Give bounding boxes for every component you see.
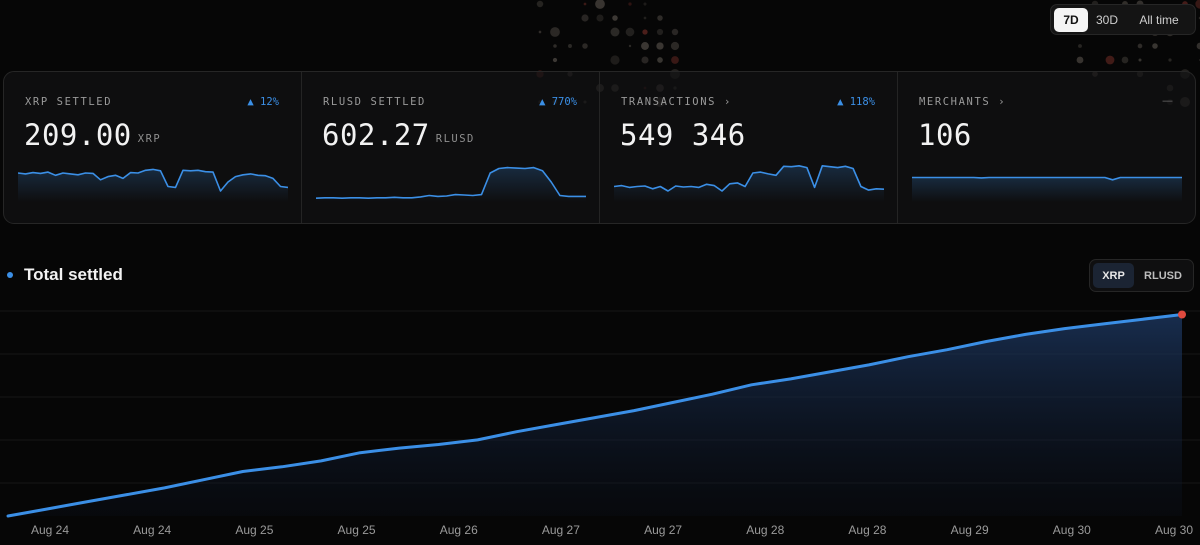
pattern-dot [536, 0, 544, 8]
sparkline-line [614, 165, 884, 192]
pattern-dot [628, 2, 632, 6]
sparkline-area [614, 165, 884, 202]
card-value: 549 346 [620, 118, 746, 152]
merchants-card[interactable]: MERCHANTS › — 106 [898, 72, 1195, 223]
pattern-dot [1138, 58, 1142, 62]
range-30d-button[interactable]: 30D [1095, 12, 1118, 27]
pattern-dot [628, 44, 632, 48]
x-tick-label: Aug 27 [542, 523, 580, 537]
sparkline-area [316, 167, 586, 202]
x-tick-label: Aug 26 [440, 523, 478, 537]
pattern-dot [1105, 55, 1115, 65]
card-unit: RLUSD [435, 133, 475, 145]
pattern-dot [550, 27, 560, 37]
pattern-dot [582, 43, 588, 49]
card-value: 602.27 RLUSD [322, 118, 475, 152]
pattern-dot [671, 56, 679, 64]
pattern-dot [656, 42, 664, 50]
pattern-dot [1076, 56, 1084, 64]
x-tick-label: Aug 24 [31, 523, 69, 537]
card-label: TRANSACTIONS › [621, 96, 732, 108]
stats-panel: XRP SETTLED ▲ 12% 209.00 XRP RLUSD SETTLE… [3, 71, 1196, 224]
pattern-dot [568, 44, 572, 48]
sparkline-area [912, 177, 1182, 202]
pattern-dot [1168, 58, 1172, 62]
asset-toggle: XRP RLUSD [1089, 259, 1194, 292]
x-tick-label: Aug 27 [644, 523, 682, 537]
card-label: RLUSD SETTLED [323, 96, 426, 108]
card-value: 106 [918, 118, 972, 152]
sparkline [18, 168, 288, 202]
chart-title: Total settled [24, 265, 123, 284]
pattern-dot [643, 16, 647, 20]
sparkline-line [316, 166, 586, 199]
pattern-dot [642, 29, 648, 35]
change-badge: ▲ 118% [837, 96, 875, 108]
sparkline [316, 166, 586, 202]
pattern-dot [552, 57, 558, 63]
card-unit: XRP [137, 133, 162, 145]
pattern-dot [1137, 43, 1143, 49]
sparkline-line [18, 168, 288, 192]
end-marker [1178, 310, 1186, 319]
pattern-dot [595, 0, 605, 9]
pattern-dot [538, 30, 542, 34]
sparkline [614, 165, 884, 202]
x-tick-label: Aug 28 [746, 523, 784, 537]
asset-rlusd-button[interactable]: RLUSD [1144, 269, 1182, 282]
pattern-dot [553, 44, 557, 48]
sparkline [912, 176, 1182, 202]
pattern-dot [641, 42, 649, 50]
xrp-settled-card: XRP SETTLED ▲ 12% 209.00 XRP [4, 72, 302, 223]
pattern-dot [583, 2, 587, 6]
pattern-dot [656, 28, 664, 36]
series-area [8, 314, 1182, 516]
pattern-dot [1152, 43, 1158, 49]
pattern-dot [670, 41, 680, 51]
pattern-dot [641, 56, 649, 64]
pattern-dot [596, 14, 604, 22]
card-value: 209.00 XRP [24, 118, 162, 152]
sparkline-area [18, 169, 288, 202]
x-tick-label: Aug 28 [848, 523, 886, 537]
asset-xrp-button[interactable]: XRP [1093, 263, 1134, 288]
pattern-dot [657, 57, 663, 63]
pattern-dot [671, 28, 679, 36]
pattern-dot [657, 15, 663, 21]
rlusd-settled-card: RLUSD SETTLED ▲ 770% 602.27 RLUSD [302, 72, 600, 223]
card-label: XRP SETTLED [25, 96, 113, 108]
pattern-dot [610, 27, 620, 37]
dash-icon: — [1162, 94, 1173, 107]
total-settled-chart: Aug 24 Aug 24 Aug 25 Aug 25 Aug 26 Aug 27 Aug … [0, 310, 1200, 537]
x-tick-label: Aug 30 [1053, 523, 1091, 537]
transactions-card[interactable]: TRANSACTIONS › ▲ 118% 549 346 [600, 72, 898, 223]
x-tick-label: Aug 30 [1155, 523, 1193, 537]
series-line [6, 313, 1184, 518]
pattern-dot [610, 55, 620, 65]
range-7d-button[interactable]: 7D [1054, 7, 1088, 32]
pattern-dot [1121, 56, 1129, 64]
time-range-selector: 7D 30D All time [1050, 4, 1196, 35]
series-dot-icon [7, 272, 13, 278]
x-tick-label: Aug 25 [235, 523, 273, 537]
x-tick-label: Aug 24 [133, 523, 171, 537]
x-tick-label: Aug 29 [951, 523, 989, 537]
pattern-dot [612, 15, 618, 21]
pattern-dot [581, 14, 589, 22]
pattern-dot [643, 2, 647, 6]
card-label: MERCHANTS › [919, 96, 1007, 108]
x-tick-label: Aug 25 [338, 523, 376, 537]
pattern-dot [625, 27, 635, 37]
change-badge: ▲ 12% [247, 96, 279, 108]
change-badge: ▲ 770% [539, 96, 577, 108]
pattern-dot [1195, 0, 1200, 9]
sparkline-line [912, 176, 1182, 181]
pattern-dot [1196, 42, 1200, 50]
range-all-time-button[interactable]: All time [1139, 12, 1179, 27]
pattern-dot [1078, 44, 1082, 48]
